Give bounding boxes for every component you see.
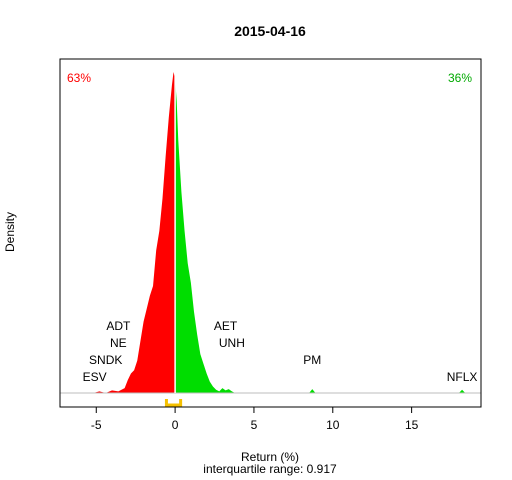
stock-label-sndk: SNDK bbox=[89, 353, 122, 367]
iqr-subtitle: interquartile range: 0.917 bbox=[203, 462, 337, 476]
stock-label-unh: UNH bbox=[219, 336, 245, 350]
chart-title: 2015-04-16 bbox=[234, 23, 306, 39]
x-tick-label: -5 bbox=[91, 418, 102, 432]
stock-label-pm: PM bbox=[303, 353, 321, 367]
stock-labels: ADT NE SNDK ESV AET UNH PM NFLX bbox=[83, 319, 478, 384]
negative-density-area bbox=[93, 72, 176, 393]
stock-label-ne: NE bbox=[110, 336, 127, 350]
negative-share-label: 63% bbox=[67, 71, 91, 85]
stock-label-aet: AET bbox=[214, 319, 238, 333]
density-areas bbox=[93, 72, 466, 393]
y-axis-label: Density bbox=[3, 212, 17, 252]
plot-box bbox=[59, 58, 482, 408]
stock-label-nflx: NFLX bbox=[447, 370, 478, 384]
stock-label-adt: ADT bbox=[106, 319, 131, 333]
x-axis: -5 0 5 10 15 bbox=[91, 406, 419, 432]
x-tick-label: 10 bbox=[326, 418, 340, 432]
x-tick-label: 0 bbox=[172, 418, 179, 432]
x-axis-label: Return (%) bbox=[241, 450, 299, 464]
stock-label-esv: ESV bbox=[83, 370, 107, 384]
x-tick-label: 15 bbox=[405, 418, 419, 432]
positive-share-label: 36% bbox=[448, 71, 472, 85]
x-tick-label: 5 bbox=[251, 418, 258, 432]
iqr-bracket bbox=[164, 399, 183, 407]
